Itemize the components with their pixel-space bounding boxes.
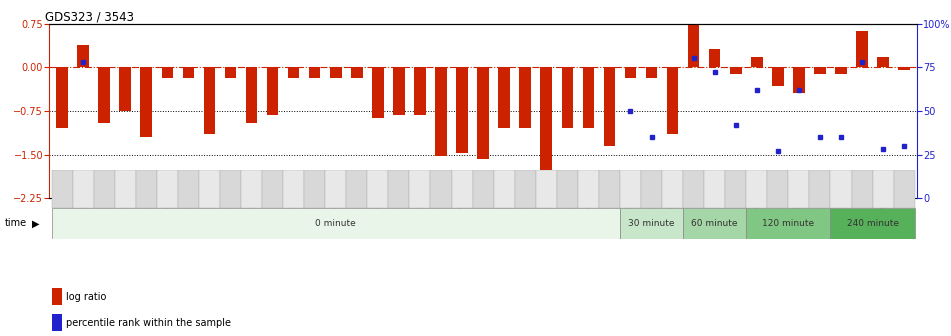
Text: 30 minute: 30 minute bbox=[629, 219, 675, 228]
Bar bbox=[115, 170, 136, 208]
Bar bbox=[415, 67, 426, 115]
Bar bbox=[388, 170, 410, 208]
Bar bbox=[747, 208, 830, 239]
Bar bbox=[899, 67, 910, 70]
Bar bbox=[772, 67, 784, 86]
Bar bbox=[56, 67, 68, 128]
Bar bbox=[262, 170, 283, 208]
Bar bbox=[540, 67, 552, 172]
Bar bbox=[93, 170, 115, 208]
Bar bbox=[851, 170, 873, 208]
Bar bbox=[519, 67, 531, 128]
Bar bbox=[304, 170, 325, 208]
Bar bbox=[452, 170, 473, 208]
Bar bbox=[141, 67, 152, 137]
Text: percentile rank within the sample: percentile rank within the sample bbox=[66, 318, 231, 328]
Bar bbox=[473, 170, 494, 208]
Bar bbox=[431, 170, 452, 208]
Text: 120 minute: 120 minute bbox=[763, 219, 814, 228]
Bar bbox=[224, 67, 236, 78]
Bar bbox=[662, 170, 683, 208]
Bar bbox=[814, 67, 825, 74]
Bar bbox=[835, 67, 846, 74]
Bar bbox=[747, 170, 767, 208]
Bar bbox=[688, 15, 699, 67]
Text: log ratio: log ratio bbox=[66, 292, 107, 302]
Bar bbox=[830, 170, 851, 208]
Bar bbox=[245, 67, 258, 123]
Bar bbox=[704, 170, 726, 208]
Bar bbox=[830, 208, 915, 239]
Bar bbox=[730, 67, 742, 74]
Bar bbox=[309, 67, 320, 78]
Bar bbox=[667, 67, 678, 134]
Bar bbox=[51, 314, 62, 331]
Bar bbox=[51, 288, 62, 304]
Bar bbox=[683, 208, 747, 239]
Bar bbox=[220, 170, 241, 208]
Bar bbox=[162, 67, 173, 78]
Bar bbox=[351, 67, 362, 78]
Bar bbox=[204, 67, 215, 134]
Bar bbox=[793, 67, 805, 93]
Bar bbox=[809, 170, 830, 208]
Bar bbox=[620, 170, 641, 208]
Bar bbox=[498, 67, 510, 128]
Bar bbox=[620, 208, 683, 239]
Bar bbox=[51, 208, 620, 239]
Bar bbox=[477, 67, 489, 159]
Bar bbox=[726, 170, 747, 208]
Bar bbox=[788, 170, 809, 208]
Bar bbox=[410, 170, 431, 208]
Bar bbox=[599, 170, 620, 208]
Bar bbox=[72, 170, 93, 208]
Bar bbox=[51, 170, 72, 208]
Bar bbox=[367, 170, 388, 208]
Bar bbox=[751, 57, 763, 67]
Text: time: time bbox=[5, 218, 27, 228]
Text: ▶: ▶ bbox=[32, 218, 40, 228]
Bar bbox=[283, 170, 304, 208]
Bar bbox=[561, 67, 573, 128]
Bar bbox=[646, 67, 657, 78]
Bar bbox=[708, 49, 721, 67]
Bar bbox=[456, 67, 468, 154]
Bar bbox=[241, 170, 262, 208]
Bar bbox=[120, 67, 131, 111]
Bar bbox=[288, 67, 300, 78]
Bar bbox=[894, 170, 915, 208]
Bar bbox=[178, 170, 199, 208]
Bar bbox=[514, 170, 535, 208]
Bar bbox=[873, 170, 894, 208]
Bar bbox=[330, 67, 341, 78]
Text: 0 minute: 0 minute bbox=[316, 219, 356, 228]
Bar bbox=[157, 170, 178, 208]
Bar bbox=[556, 170, 578, 208]
Bar bbox=[267, 67, 279, 115]
Bar bbox=[683, 170, 704, 208]
Bar bbox=[494, 170, 514, 208]
Bar bbox=[578, 170, 599, 208]
Bar bbox=[77, 45, 89, 67]
Bar bbox=[136, 170, 157, 208]
Bar bbox=[183, 67, 194, 78]
Text: GDS323 / 3543: GDS323 / 3543 bbox=[45, 10, 134, 24]
Bar bbox=[346, 170, 367, 208]
Text: 60 minute: 60 minute bbox=[691, 219, 738, 228]
Bar bbox=[856, 31, 868, 67]
Bar bbox=[877, 57, 889, 67]
Bar bbox=[583, 67, 594, 128]
Bar bbox=[98, 67, 110, 123]
Bar bbox=[604, 67, 615, 146]
Bar bbox=[436, 67, 447, 156]
Bar bbox=[393, 67, 405, 115]
Bar bbox=[625, 67, 636, 78]
Bar bbox=[767, 170, 788, 208]
Bar bbox=[372, 67, 383, 119]
Bar bbox=[641, 170, 662, 208]
Bar bbox=[199, 170, 220, 208]
Bar bbox=[535, 170, 556, 208]
Text: 240 minute: 240 minute bbox=[846, 219, 899, 228]
Bar bbox=[325, 170, 346, 208]
